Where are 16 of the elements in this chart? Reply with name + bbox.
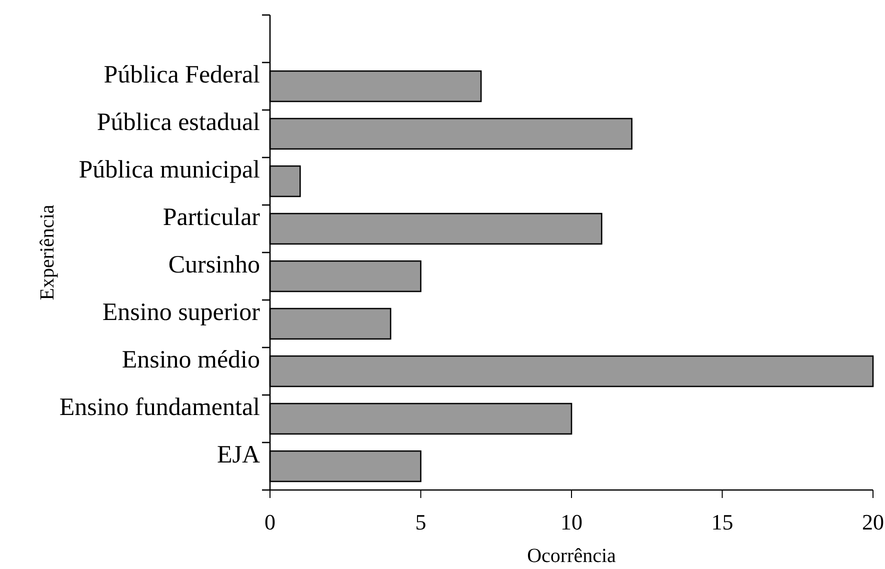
- x-tick-label: 15: [711, 510, 734, 535]
- x-tick-label: 0: [264, 510, 276, 535]
- y-tick-label: Pública estadual: [96, 109, 260, 136]
- y-tick-label: Ensino fundamental: [59, 394, 260, 421]
- x-axis-title: Ocorrência: [527, 545, 616, 567]
- y-tick-label: Particular: [162, 204, 261, 231]
- y-tick-label: Ensino superior: [102, 299, 261, 326]
- x-tick-label: 20: [862, 510, 884, 535]
- y-tick-label: Cursinho: [168, 252, 260, 278]
- x-tick-label: 5: [415, 510, 426, 535]
- y-tick-label: Pública Federal: [104, 62, 260, 88]
- y-tick-label: Pública municipal: [78, 156, 260, 184]
- y-tick-label: EJA: [216, 442, 260, 468]
- x-tick-label: 10: [560, 510, 582, 535]
- y-axis-title: Experiência: [36, 204, 58, 300]
- y-tick-label: Ensino médio: [122, 346, 260, 374]
